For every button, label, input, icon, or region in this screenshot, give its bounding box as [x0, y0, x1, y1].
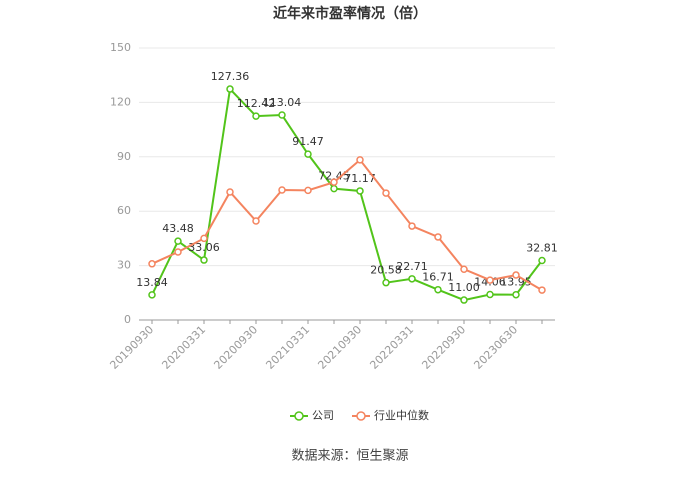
point	[408, 222, 416, 230]
data-label: 32.81	[526, 242, 558, 255]
x-tick-label: 20210930	[315, 323, 364, 372]
point	[226, 85, 234, 93]
legend-label: 公司	[312, 409, 334, 422]
x-tick-label: 20230630	[471, 323, 520, 372]
point	[148, 260, 156, 268]
point	[408, 275, 416, 283]
data-label: 13.84	[136, 276, 168, 289]
data-label: 43.48	[162, 222, 194, 235]
point	[278, 111, 286, 119]
y-tick-label: 90	[117, 150, 131, 163]
point	[512, 271, 520, 279]
point	[174, 237, 182, 245]
y-tick-label: 30	[117, 259, 131, 272]
y-tick-label: 0	[124, 313, 131, 326]
source: 数据来源：恒生聚源	[291, 449, 408, 464]
point	[486, 276, 494, 284]
point	[382, 189, 390, 197]
x-tick-label: 20220331	[367, 323, 416, 372]
legend-marker	[356, 411, 366, 421]
point	[278, 186, 286, 194]
point	[148, 291, 156, 299]
point	[174, 248, 182, 256]
x-tick-label: 20210331	[263, 323, 312, 372]
x-tick-label: 20190930	[107, 323, 156, 372]
point	[356, 187, 364, 195]
point	[460, 296, 468, 304]
x-tick-label: 20220930	[419, 323, 468, 372]
point	[200, 256, 208, 264]
data-label: 113.04	[263, 96, 302, 109]
y-tick-label: 60	[117, 204, 131, 217]
point	[252, 112, 260, 120]
data-label: 22.71	[396, 260, 428, 273]
data-label: 127.36	[211, 70, 250, 83]
data-label: 20.58	[370, 264, 402, 277]
x-tick-label: 20200331	[159, 323, 208, 372]
data-label: 91.47	[292, 135, 324, 148]
point	[434, 233, 442, 241]
point	[304, 150, 312, 158]
point	[226, 188, 234, 196]
legend-label: 行业中位数	[374, 408, 429, 422]
point	[538, 256, 546, 265]
data-label: 72.45	[318, 170, 350, 183]
point	[252, 217, 260, 225]
point	[356, 156, 364, 164]
point	[460, 265, 468, 273]
series-line	[151, 86, 543, 302]
x-tick-label: 20200930	[211, 323, 260, 372]
chart-title: 近年来市盈率情况（倍）	[273, 5, 427, 22]
point	[330, 178, 338, 186]
point	[382, 278, 390, 287]
legend-marker	[294, 411, 304, 421]
data-label: 112.42	[237, 97, 276, 110]
point	[512, 290, 520, 299]
data-label: 11.00	[448, 281, 480, 294]
data-label: 71.17	[344, 172, 376, 185]
point	[330, 184, 338, 193]
point	[486, 290, 494, 299]
point	[304, 186, 312, 195]
point	[200, 234, 208, 243]
y-tick-label: 120	[110, 95, 131, 108]
point	[538, 286, 546, 294]
series-line	[151, 158, 543, 291]
point	[434, 285, 442, 294]
data-label: 16.71	[422, 271, 454, 284]
y-tick-label: 150	[110, 41, 131, 54]
data-label: 33.06	[188, 241, 220, 254]
